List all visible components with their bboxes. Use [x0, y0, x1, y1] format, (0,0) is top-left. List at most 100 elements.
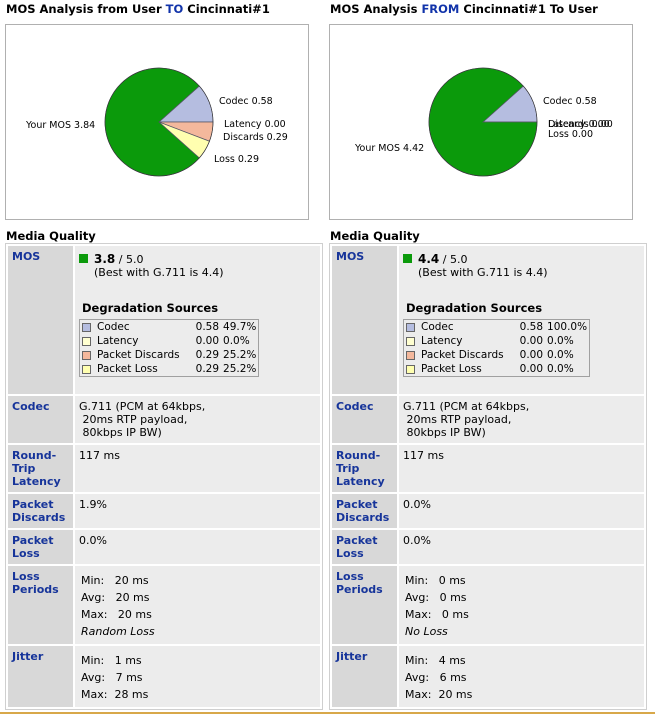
mos-value-cell: 3.8 / 5.0 (Best with G.711 is 4.4) Degra…: [75, 246, 320, 394]
slice-label: Codec 0.58: [543, 96, 597, 107]
degradation-percent: 25.2%: [223, 363, 257, 375]
pie-chart-box: Your MOS 4.42 Codec 0.58 Latency 0.00 Disca…: [329, 24, 633, 220]
degradation-source-name: Packet Loss: [421, 363, 482, 375]
packet-loss-label: Packet Loss: [332, 530, 397, 564]
degradation-value: 0.00: [519, 335, 544, 347]
codec-label: Codec: [332, 396, 397, 443]
round-trip-latency-label: Round-Trip Latency: [8, 445, 73, 492]
slice-label: Loss 0.29: [214, 154, 259, 165]
mos-value: 3.8: [94, 252, 116, 266]
degradation-percent: 0.0%: [547, 363, 574, 375]
slice-label: Loss 0.00: [548, 129, 593, 140]
chart-title: MOS Analysis FROM Cincinnati#1 To User: [330, 2, 598, 16]
degradation-source-name: Codec: [97, 321, 130, 333]
degradation-value: 0.29: [195, 349, 220, 361]
slice-label: Latency 0.00: [224, 119, 286, 130]
mos-value: 4.4: [418, 252, 440, 266]
legend-swatch: [82, 322, 91, 332]
degradation-value: 0.00: [519, 363, 544, 375]
slice-label: Latency 0.00: [548, 119, 610, 130]
degradation-row: Packet Discards 0.29 25.2%: [80, 348, 259, 362]
loss-periods-value: Min: 0 ms Avg: 0 ms Max: 0 ms No Loss: [399, 566, 644, 644]
packet-discards-value: 1.9%: [75, 494, 320, 528]
degradation-value: 0.00: [195, 335, 220, 347]
degradation-row: Packet Loss 0.29 25.2%: [80, 362, 259, 377]
legend-swatch: [406, 322, 415, 332]
degradation-row: Latency 0.00 0.0%: [404, 334, 590, 348]
mos-swatch: [79, 254, 88, 263]
legend-swatch: [82, 350, 91, 360]
codec-label: Codec: [8, 396, 73, 443]
degradation-source-name: Packet Discards: [97, 349, 180, 361]
degradation-value: 0.58: [519, 321, 544, 333]
slice-label: Codec 0.58: [219, 96, 273, 107]
degradation-source-name: Latency: [421, 335, 463, 347]
round-trip-latency-value: 117 ms: [399, 445, 644, 492]
legend-swatch: [406, 336, 415, 346]
mos-max: / 5.0: [439, 253, 468, 266]
jitter-value: Min: 1 ms Avg: 7 ms Max: 28 ms: [75, 646, 320, 707]
packet-discards-value: 0.0%: [399, 494, 644, 528]
slice-label: Discards 0.00: [548, 119, 613, 130]
mos-best: (Best with G.711 is 4.4): [94, 266, 224, 279]
loss-periods-value: Min: 20 ms Avg: 20 ms Max: 20 ms Random …: [75, 566, 320, 644]
panel-to: MOS Analysis from User TO Cincinnati#1 Y…: [5, 0, 323, 710]
degradation-percent: 0.0%: [223, 335, 250, 347]
packet-discards-label: Packet Discards: [332, 494, 397, 528]
degradation-percent: 49.7%: [223, 321, 257, 333]
degradation-value: 0.00: [519, 349, 544, 361]
media-quality-title: Media Quality: [330, 229, 420, 243]
legend-swatch: [82, 336, 91, 346]
round-trip-latency-value: 117 ms: [75, 445, 320, 492]
loss-periods-label: Loss Periods: [8, 566, 73, 644]
pie-chart: Your MOS 3.84 Codec 0.58 Latency 0.00 Disca…: [25, 67, 288, 177]
media-quality-title: Media Quality: [6, 229, 96, 243]
loss-periods-label: Loss Periods: [332, 566, 397, 644]
degradation-source-name: Codec: [421, 321, 454, 333]
legend-swatch: [406, 364, 415, 374]
mos-best: (Best with G.711 is 4.4): [418, 266, 548, 279]
degradation-source-name: Packet Loss: [97, 363, 158, 375]
degradation-value: 0.58: [195, 321, 220, 333]
slice-label: Your MOS 3.84: [25, 120, 95, 131]
jitter-label: Jitter: [332, 646, 397, 707]
round-trip-latency-label: Round-Trip Latency: [332, 445, 397, 492]
media-quality-table: MOS 4.4 / 5.0 (Best with G.711 is 4.4) D…: [329, 243, 647, 710]
pie-outline: [104, 67, 214, 177]
codec-value: G.711 (PCM at 64kbps, 20ms RTP payload, …: [399, 396, 644, 443]
media-quality-table: MOS 3.8 / 5.0 (Best with G.711 is 4.4) D…: [5, 243, 323, 710]
degradation-title: Degradation Sources: [82, 301, 219, 315]
degradation-row: Packet Loss 0.00 0.0%: [404, 362, 590, 377]
pie-chart: Your MOS 4.42 Codec 0.58 Latency 0.00Disca…: [354, 67, 613, 177]
legend-swatch: [406, 350, 415, 360]
degradation-percent: 0.0%: [547, 335, 574, 347]
degradation-percent: 0.0%: [547, 349, 574, 361]
mos-label: MOS: [8, 246, 73, 394]
legend-swatch: [82, 364, 91, 374]
pie-slice: [428, 67, 538, 177]
degradation-title: Degradation Sources: [406, 301, 543, 315]
packet-loss-label: Packet Loss: [8, 530, 73, 564]
degradation-row: Codec 0.58 100.0%: [404, 320, 590, 335]
codec-value: G.711 (PCM at 64kbps, 20ms RTP payload, …: [75, 396, 320, 443]
slice-label: Your MOS 4.42: [354, 143, 424, 154]
pie-outline: [428, 67, 538, 177]
degradation-row: Packet Discards 0.00 0.0%: [404, 348, 590, 362]
jitter-label: Jitter: [8, 646, 73, 707]
degradation-percent: 100.0%: [547, 321, 588, 333]
packet-loss-value: 0.0%: [75, 530, 320, 564]
degradation-source-name: Latency: [97, 335, 139, 347]
degradation-source-name: Packet Discards: [421, 349, 504, 361]
panel-from: MOS Analysis FROM Cincinnati#1 To User Y…: [329, 0, 647, 710]
mos-label: MOS: [332, 246, 397, 394]
mos-swatch: [403, 254, 412, 263]
chart-title: MOS Analysis from User TO Cincinnati#1: [6, 2, 270, 16]
packet-loss-value: 0.0%: [399, 530, 644, 564]
bottom-rule: [0, 712, 655, 714]
slice-label: Discards 0.29: [223, 132, 288, 143]
pie-chart-box: Your MOS 3.84 Codec 0.58 Latency 0.00 Disca…: [5, 24, 309, 220]
degradation-table: Codec 0.58 49.7% Latency 0.00 0.0% Packet Disc…: [79, 319, 260, 377]
degradation-value: 0.29: [195, 363, 220, 375]
degradation-percent: 25.2%: [223, 349, 257, 361]
packet-discards-label: Packet Discards: [8, 494, 73, 528]
